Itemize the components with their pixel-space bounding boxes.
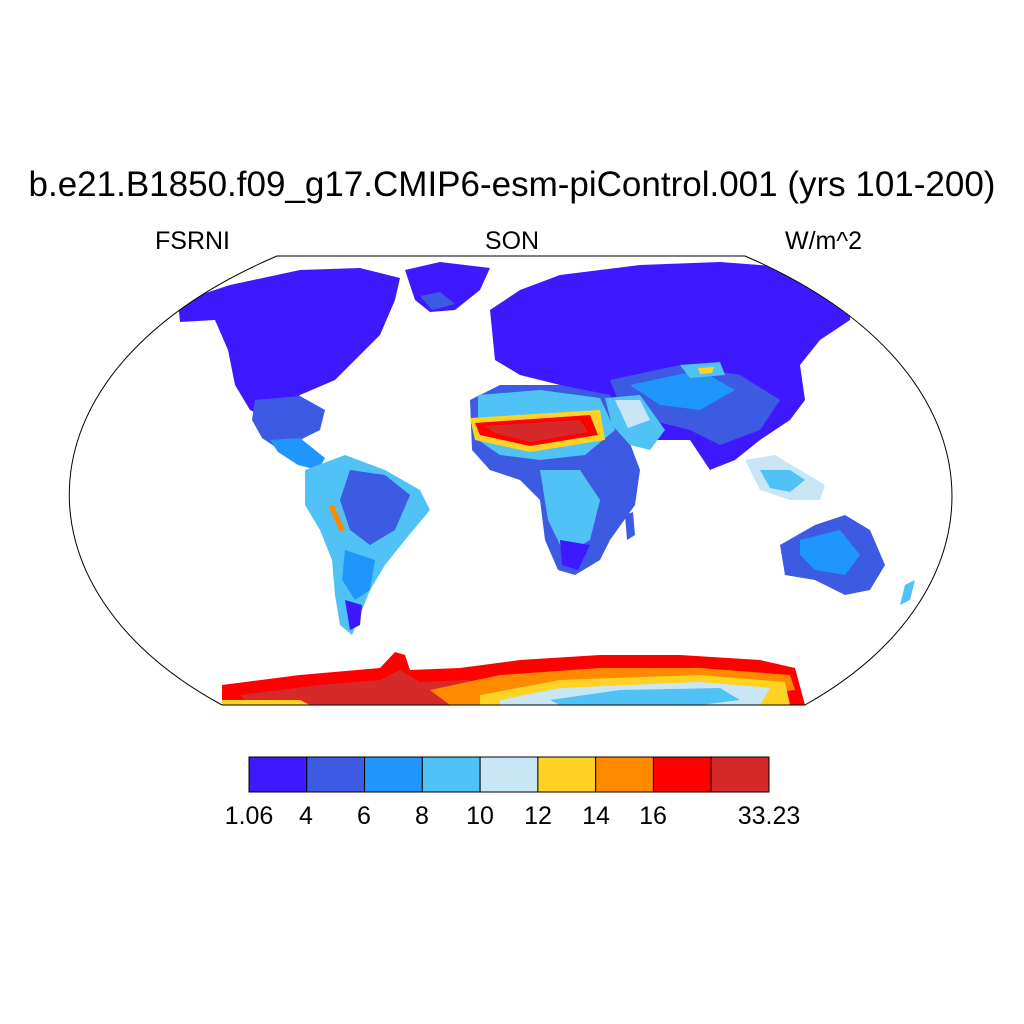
colorbar [248, 756, 770, 793]
colorbar-label: 4 [299, 802, 313, 830]
map-outline [68, 255, 953, 706]
land-field [178, 262, 915, 705]
north-america [178, 268, 400, 420]
colorbar-labels: 1.06 4 6 8 10 12 14 16 33.23 [0, 802, 1024, 832]
colorbar-swatch [537, 756, 597, 793]
colorbar-label: 8 [415, 802, 429, 830]
colorbar-label: 16 [639, 802, 667, 830]
colorbar-swatch [595, 756, 654, 793]
colorbar-label: 1.06 [224, 802, 274, 830]
colorbar-label: 33.23 [737, 802, 801, 830]
variable-label: FSRNI [155, 227, 230, 255]
map-title: b.e21.B1850.f09_g17.CMIP6-esm-piControl.… [28, 165, 996, 204]
colorbar-label: 6 [357, 802, 371, 830]
colorbar-swatch [248, 756, 308, 793]
colorbar-label: 12 [524, 802, 552, 830]
season-label: SON [484, 227, 540, 255]
new-zealand [900, 580, 915, 605]
colorbar-label: 14 [582, 802, 610, 830]
units-label: W/m^2 [785, 227, 863, 255]
colorbar-swatch [364, 756, 423, 793]
colorbar-label: 10 [466, 802, 494, 830]
madagascar [625, 512, 635, 540]
colorbar-swatch [421, 756, 481, 793]
colorbar-swatch [306, 756, 366, 793]
colorbar-swatch [710, 756, 770, 793]
colorbar-swatch [652, 756, 712, 793]
colorbar-swatch [479, 756, 539, 793]
